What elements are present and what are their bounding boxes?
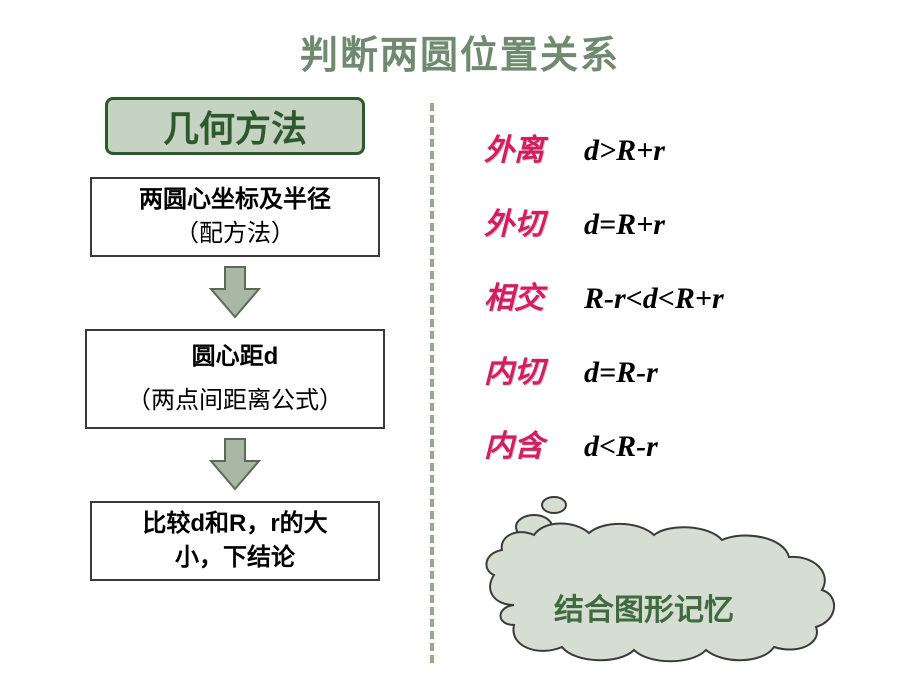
- relation-row: 内含 d<R-r: [484, 421, 920, 465]
- step-box-1: 两圆心坐标及半径 （配方法）: [90, 177, 380, 257]
- relation-formula: R-r<d<R+r: [584, 282, 724, 316]
- step2-line2: （两点间距离公式）: [127, 384, 343, 418]
- relation-formula: d>R+r: [584, 134, 665, 168]
- main-container: 几何方法 两圆心坐标及半径 （配方法） 圆心距d （两点间距离公式） 比较d和R…: [0, 97, 920, 667]
- cloud-icon: [444, 475, 864, 675]
- cloud-text: 结合图形记忆: [554, 585, 734, 629]
- cloud-callout: 结合图形记忆: [444, 475, 864, 675]
- relation-row: 相交 R-r<d<R+r: [484, 273, 920, 317]
- right-column: 外离 d>R+r 外切 d=R+r 相交 R-r<d<R+r 内切 d=R-r …: [434, 97, 920, 667]
- method-label: 几何方法: [105, 97, 365, 155]
- step2-line1: 圆心距d: [192, 340, 279, 374]
- relation-label: 外切: [484, 199, 584, 243]
- relation-row: 外离 d>R+r: [484, 125, 920, 169]
- step-box-3: 比较d和R，r的大 小，下结论: [90, 501, 380, 581]
- relation-formula: d=R+r: [584, 208, 665, 242]
- relation-label: 相交: [484, 273, 584, 317]
- arrow-down-icon: [205, 265, 265, 321]
- relation-formula: d=R-r: [584, 356, 658, 390]
- step-box-2: 圆心距d （两点间距离公式）: [85, 329, 385, 429]
- relation-formula: d<R-r: [584, 430, 658, 464]
- step1-line1: 两圆心坐标及半径: [139, 183, 331, 217]
- step3-line1: 比较d和R，r的大: [142, 507, 327, 541]
- left-column: 几何方法 两圆心坐标及半径 （配方法） 圆心距d （两点间距离公式） 比较d和R…: [0, 97, 430, 667]
- relation-row: 内切 d=R-r: [484, 347, 920, 391]
- relation-label: 内切: [484, 347, 584, 391]
- relation-label: 外离: [484, 125, 584, 169]
- page-title: 判断两圆位置关系: [0, 0, 920, 79]
- step1-line2: （配方法）: [175, 217, 295, 251]
- relation-row: 外切 d=R+r: [484, 199, 920, 243]
- relation-label: 内含: [484, 421, 584, 465]
- arrow-down-icon: [205, 437, 265, 493]
- step3-line2: 小，下结论: [175, 541, 295, 575]
